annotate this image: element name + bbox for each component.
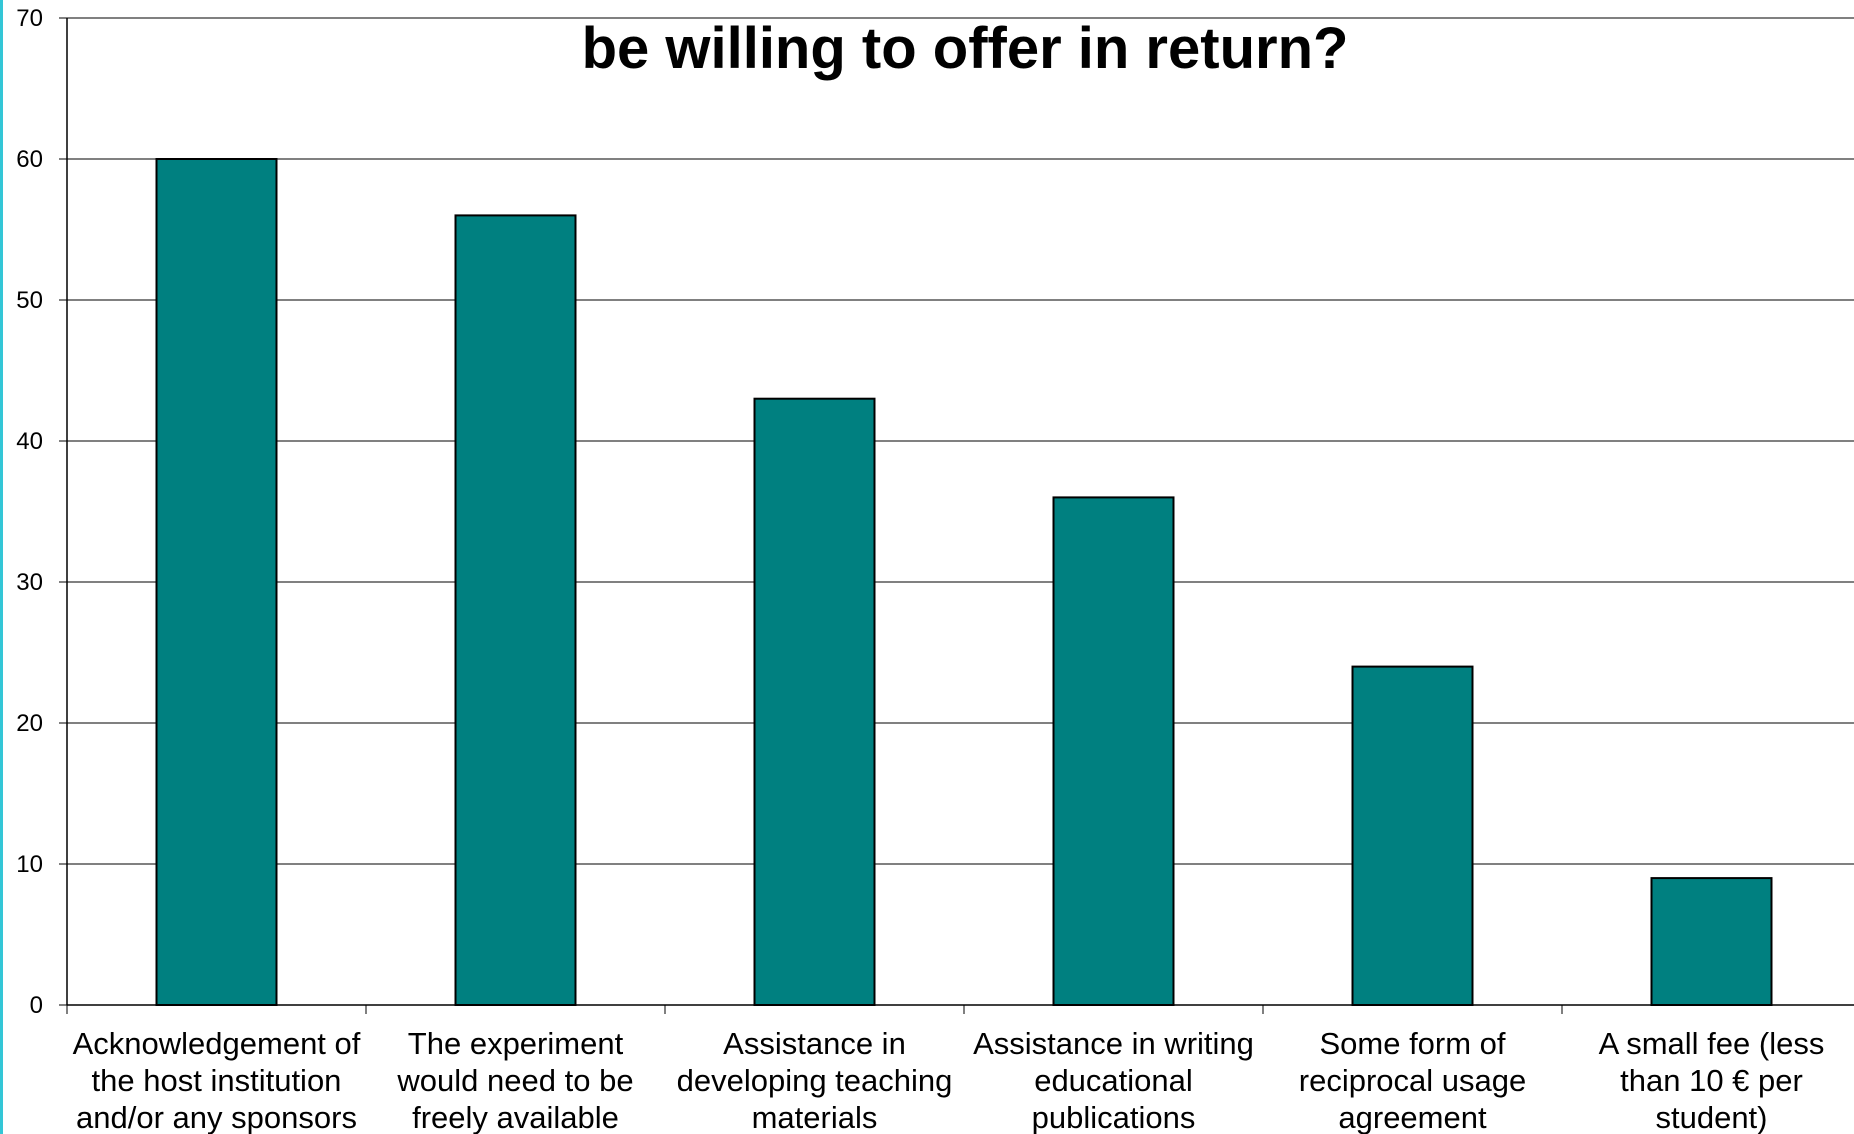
chart-title-line: be willing to offer in return? xyxy=(582,16,1349,81)
x-category-label: Assistance in xyxy=(723,1026,906,1061)
bar xyxy=(454,214,577,1006)
x-category-label: agreement xyxy=(1338,1100,1487,1134)
bars xyxy=(155,158,1773,1006)
y-tick-label: 0 xyxy=(30,992,43,1019)
y-tick-label: 70 xyxy=(16,5,43,32)
x-category-label: freely available xyxy=(412,1100,619,1134)
bar xyxy=(1351,665,1474,1006)
y-tick-label: 60 xyxy=(16,146,43,173)
slide-left-edge xyxy=(0,0,3,1134)
x-category-label: student) xyxy=(1655,1100,1767,1134)
y-tick-label: 50 xyxy=(16,287,43,314)
x-category-label: A small fee (less xyxy=(1599,1026,1825,1061)
y-tick-labels: 0 10 20 30 40 50 60 70 xyxy=(16,5,43,1019)
x-category-label: publications xyxy=(1032,1100,1196,1134)
y-tick-label: 20 xyxy=(16,710,43,737)
y-tick-label: 40 xyxy=(16,428,43,455)
x-category-label: than 10 € per xyxy=(1620,1063,1803,1098)
axes xyxy=(66,18,1854,1014)
x-category-label: would need to be xyxy=(396,1063,633,1098)
bar xyxy=(1650,877,1773,1006)
chart-title: be willing to offer in return? xyxy=(582,16,1349,81)
x-category-label: Some form of xyxy=(1319,1026,1505,1061)
x-category-label: The experiment xyxy=(408,1026,624,1061)
bar xyxy=(155,158,278,1006)
gridlines xyxy=(59,17,1854,1006)
x-category-label: materials xyxy=(752,1100,878,1134)
bar xyxy=(1052,496,1175,1006)
x-category-label: developing teaching xyxy=(677,1063,953,1098)
bar xyxy=(753,397,876,1006)
x-category-label: reciprocal usage xyxy=(1299,1063,1526,1098)
x-category-label: the host institution xyxy=(92,1063,342,1098)
x-category-label: Assistance in writing xyxy=(973,1026,1254,1061)
y-tick-label: 10 xyxy=(16,851,43,878)
y-tick-label: 30 xyxy=(16,569,43,596)
x-category-label: educational xyxy=(1034,1063,1193,1098)
x-category-label: and/or any sponsors xyxy=(76,1100,357,1134)
x-category-label: Acknowledgement of xyxy=(73,1026,361,1061)
